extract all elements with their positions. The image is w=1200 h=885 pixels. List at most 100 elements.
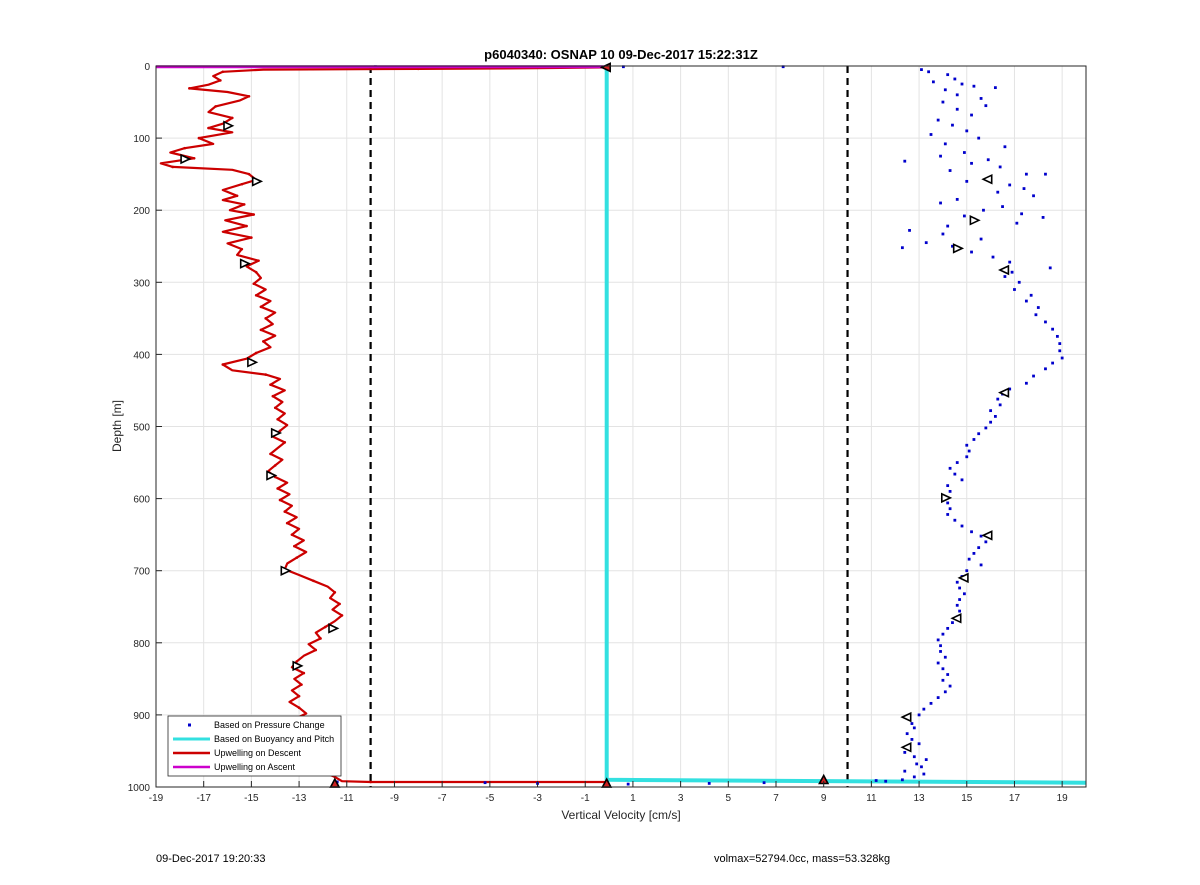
triangle-marker [223, 120, 235, 132]
data-point [250, 236, 253, 239]
data-point [989, 409, 993, 413]
triangle-marker [239, 258, 252, 269]
data-point [929, 701, 933, 705]
data-point [979, 563, 983, 567]
data-point [1032, 374, 1035, 378]
triangle-marker [952, 243, 965, 254]
x-tick-label: 15 [961, 793, 973, 804]
data-point [939, 644, 942, 648]
data-point [936, 118, 940, 122]
data-point [958, 598, 962, 601]
data-point [269, 383, 272, 386]
data-point [171, 165, 174, 169]
data-point [967, 557, 971, 561]
data-point [951, 621, 954, 625]
data-point [946, 501, 950, 505]
data-point [293, 544, 296, 548]
data-point [1060, 356, 1064, 360]
data-point [483, 781, 487, 785]
data-point [1044, 320, 1047, 324]
data-point [1032, 194, 1035, 198]
data-point [1010, 270, 1014, 274]
data-point [903, 159, 907, 163]
data-point [915, 762, 919, 766]
data-point [264, 373, 267, 376]
data-point [929, 133, 933, 136]
triangle-marker [270, 427, 283, 439]
data-point [962, 592, 966, 596]
data-point [946, 224, 950, 228]
data-point [965, 129, 969, 133]
data-point [295, 660, 298, 663]
data-point [197, 136, 201, 140]
data-point [931, 80, 935, 84]
data-point [874, 779, 878, 782]
data-point [970, 530, 973, 534]
data-point [903, 769, 907, 773]
data-point [998, 165, 1002, 169]
x-axis-label: Vertical Velocity [cm/s] [561, 808, 680, 822]
data-point [295, 556, 298, 560]
markers-layer [180, 62, 1010, 788]
triangle-marker [981, 173, 993, 185]
data-point [221, 70, 225, 74]
data-point [300, 683, 303, 686]
legend-swatch-dot [188, 723, 191, 727]
data-point [955, 603, 959, 607]
data-point [1020, 212, 1024, 216]
data-point [979, 97, 983, 100]
data-point [707, 781, 711, 785]
data-point [1051, 327, 1055, 331]
data-point [965, 179, 969, 183]
data-point [214, 105, 217, 108]
triangle-marker [280, 565, 292, 576]
data-point [962, 151, 966, 154]
triangle-marker [180, 153, 192, 165]
data-point [955, 580, 959, 584]
data-point [941, 100, 945, 104]
data-point [302, 671, 306, 675]
data-point [958, 609, 962, 613]
data-point [917, 713, 921, 717]
data-point [252, 282, 256, 286]
data-point [943, 142, 947, 146]
triangle-marker [998, 387, 1010, 398]
x-tick-label: -3 [533, 793, 542, 804]
data-point [955, 107, 959, 111]
data-point [910, 738, 914, 741]
data-point [1017, 280, 1021, 284]
data-point [972, 551, 976, 555]
data-point [314, 648, 318, 652]
data-point [943, 88, 947, 92]
data-point [977, 546, 981, 550]
data-point [900, 778, 904, 782]
legend-entry-label: Based on Pressure Change [214, 720, 325, 730]
y-tick-label: 900 [133, 711, 150, 722]
data-point [247, 172, 251, 176]
y-axis-label: Depth [m] [110, 400, 124, 452]
data-point [998, 403, 1002, 407]
data-point [1013, 288, 1016, 291]
data-point [941, 667, 945, 671]
x-tick-label: 7 [773, 793, 779, 804]
data-point [948, 684, 952, 688]
triangle-marker [940, 492, 953, 504]
data-point [1036, 306, 1040, 309]
data-point [900, 246, 904, 250]
data-point [1003, 145, 1007, 149]
x-tick-label: -11 [340, 793, 354, 804]
reference-lines [369, 66, 849, 787]
data-point [262, 340, 265, 343]
data-point [946, 673, 950, 676]
data-point [240, 247, 244, 251]
data-point [953, 77, 957, 81]
data-point [231, 116, 234, 120]
data-point [905, 732, 909, 736]
data-point [984, 104, 988, 108]
y-tick-label: 800 [133, 639, 150, 650]
data-point [989, 420, 993, 424]
data-point [278, 498, 282, 502]
data-point [340, 614, 344, 617]
x-tick-label: -19 [149, 793, 164, 804]
triangle-marker [292, 660, 304, 672]
